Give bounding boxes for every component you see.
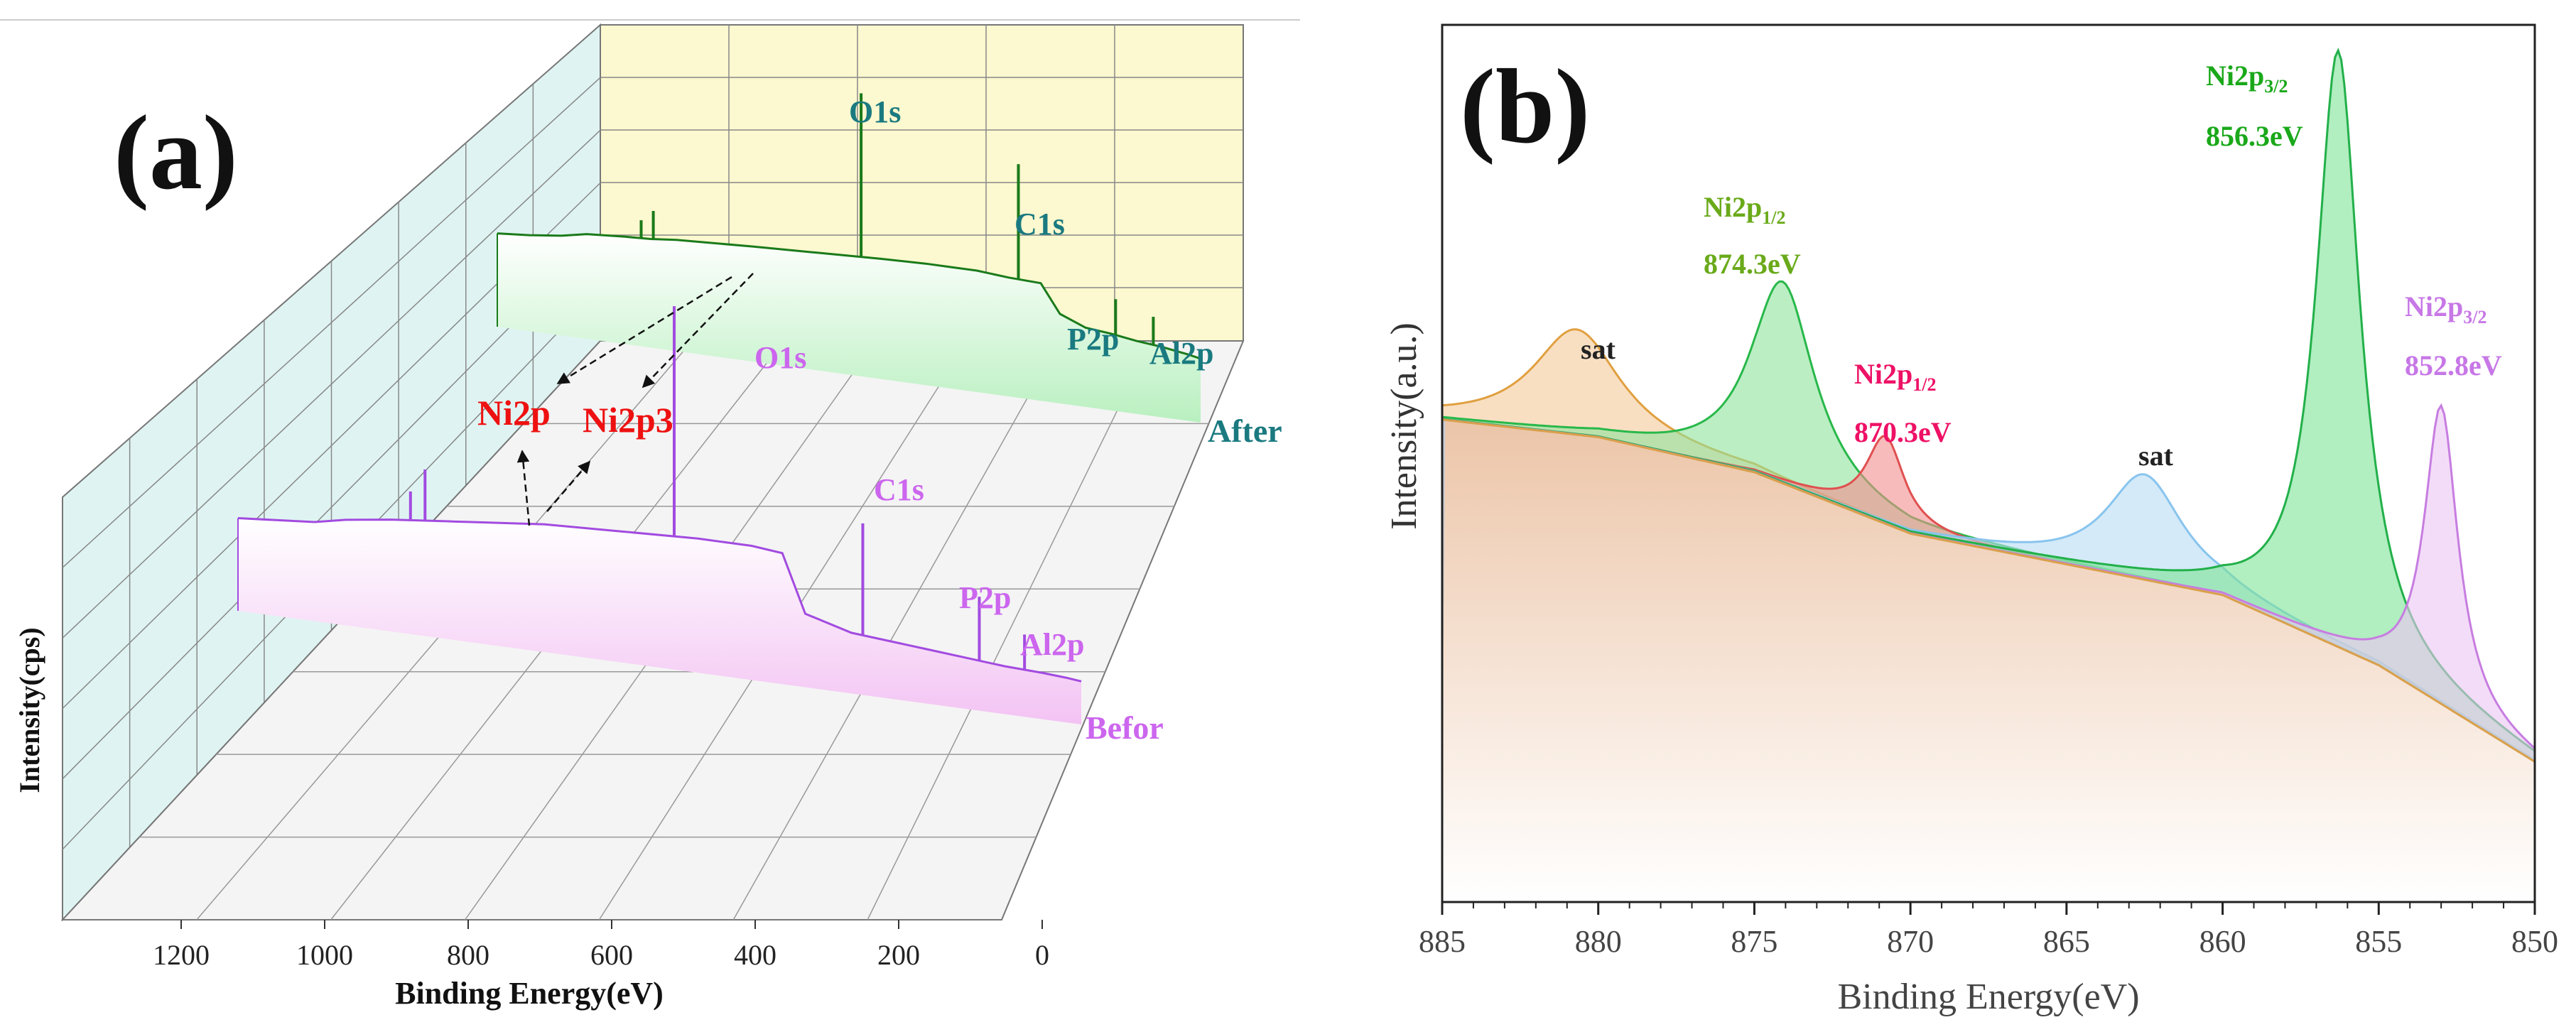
panel-b-x-ticks: 885 880 875 870 865 860 855 850 <box>1419 902 2558 959</box>
background-line <box>1441 418 2536 763</box>
befor-spectrum <box>237 306 1082 724</box>
peak-value-1: 874.3eV <box>1704 248 1801 280</box>
x-tick-label: 1200 <box>153 939 210 971</box>
peak-value-4: 856.3eV <box>2206 120 2303 152</box>
peak-label-sub: 3/2 <box>2264 76 2288 97</box>
panel-a-x-ticks: 1200 1000 800 600 400 200 0 <box>153 920 1049 971</box>
x-tick-label: 875 <box>1731 924 1777 959</box>
panel-a-label: (a) <box>114 94 238 212</box>
annotation-ni2p: Ni2p <box>477 393 551 433</box>
peak-fill-4 <box>1442 50 2535 762</box>
x-tick-label: 885 <box>1419 924 1466 959</box>
peak-label-sub: 3/2 <box>2463 307 2486 327</box>
panel-b-xlabel: Binding Energy(eV) <box>1837 977 2139 1017</box>
peak-label-3: sat <box>2138 440 2174 472</box>
peak-label-sub: 1/2 <box>1912 374 1936 395</box>
ni-arrows <box>516 273 754 526</box>
arrow-ni2p-befor <box>516 450 531 526</box>
x-tick-label: 855 <box>2355 924 2402 959</box>
panel-a-ylabel: Intensity(cps) <box>13 627 45 793</box>
floor-grid-line <box>867 340 1152 920</box>
befor-peak-label-al2p: Al2p <box>1020 627 1084 662</box>
peak-label-1: Ni2p1/2 <box>1704 191 1785 228</box>
series-label-after: After <box>1208 413 1282 449</box>
peak-label-sub: 1/2 <box>1762 207 1785 228</box>
panel-b-label: (b) <box>1460 48 1590 165</box>
peak-label-0: sat <box>1581 333 1616 365</box>
after-peak-label-c1s: C1s <box>1014 207 1065 241</box>
peak-value-2: 870.3eV <box>1854 416 1952 448</box>
after-spectrum <box>497 93 1201 423</box>
panel-b: 885 880 875 870 865 860 855 850 sat Ni2p1/2 874.3… <box>1384 23 2558 1017</box>
x-tick-label: 0 <box>1035 939 1049 971</box>
background-fill <box>1442 419 2535 902</box>
peak-label-4: Ni2p3/2 <box>2206 60 2288 97</box>
floor-grid-line <box>732 340 1061 920</box>
series-label-befor: Befor <box>1086 710 1164 746</box>
befor-peak-label-p2p: P2p <box>959 580 1011 615</box>
befor-peak-label-o1s: O1s <box>754 340 806 375</box>
peak-label-5: Ni2p3/2 <box>2405 290 2486 327</box>
x-tick-label: 800 <box>447 939 489 971</box>
x-tick-label: 860 <box>2199 924 2246 959</box>
peak-fill-0 <box>1442 329 2535 762</box>
panel-a: 1200 1000 800 600 400 200 0 (a) Ni2p Ni2p3 Aft… <box>0 19 1300 1011</box>
peak-label-2: Ni2p1/2 <box>1854 358 1936 395</box>
x-tick-label: 600 <box>590 939 633 971</box>
after-peak-label-o1s: O1s <box>849 94 901 129</box>
left-wall-grid <box>62 77 601 850</box>
x-tick-label: 400 <box>734 939 776 971</box>
x-tick-label: 850 <box>2511 924 2558 959</box>
x-tick-label: 1000 <box>296 939 353 971</box>
x-tick-label: 870 <box>1887 924 1934 959</box>
spectrum-line-after <box>497 232 1201 360</box>
panel-b-frame <box>1441 23 2536 903</box>
panel-a-xlabel: Binding Energy(eV) <box>395 976 664 1011</box>
after-peak-label-p2p: P2p <box>1067 322 1119 357</box>
panel-b-ylabel: Intensity(a.u.) <box>1384 322 1424 530</box>
panel-b-plot <box>1441 48 2536 902</box>
befor-peak-label-c1s: C1s <box>874 472 924 507</box>
x-tick-label: 200 <box>877 939 920 971</box>
after-peak-label-al2p: Al2p <box>1149 336 1213 371</box>
annotation-ni2p3: Ni2p3 <box>583 400 673 440</box>
spectrum-line-befor <box>237 517 1082 683</box>
arrow-ni2p3-after <box>642 273 754 389</box>
peak-value-5: 852.8eV <box>2405 349 2502 381</box>
x-tick-label: 880 <box>1575 924 1622 959</box>
x-tick-label: 865 <box>2043 924 2090 959</box>
spectrum-fill-befor <box>238 518 1081 724</box>
